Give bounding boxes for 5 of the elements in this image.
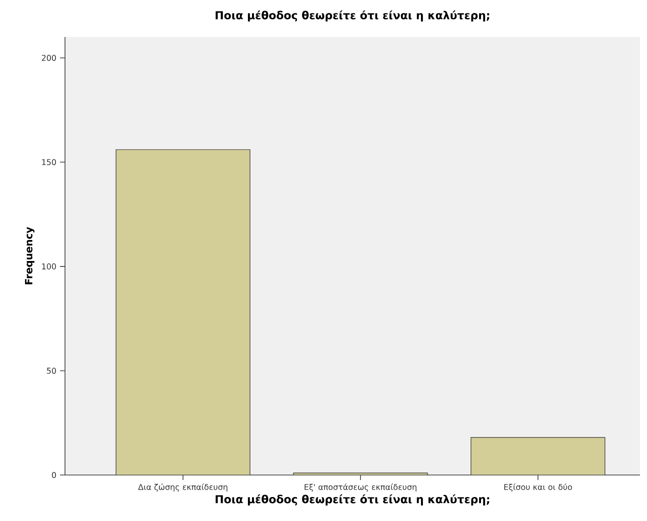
bar [470, 437, 606, 475]
chart-title: Ποια μέθοδος θεωρείτε ότι είναι η καλύτερη; [216, 10, 490, 22]
x-axis-title: Ποια μέθοδος θεωρείτε ότι είναι η καλύτερη; [216, 494, 490, 506]
bar [116, 149, 250, 475]
y-axis-title: Frequency [25, 227, 34, 284]
